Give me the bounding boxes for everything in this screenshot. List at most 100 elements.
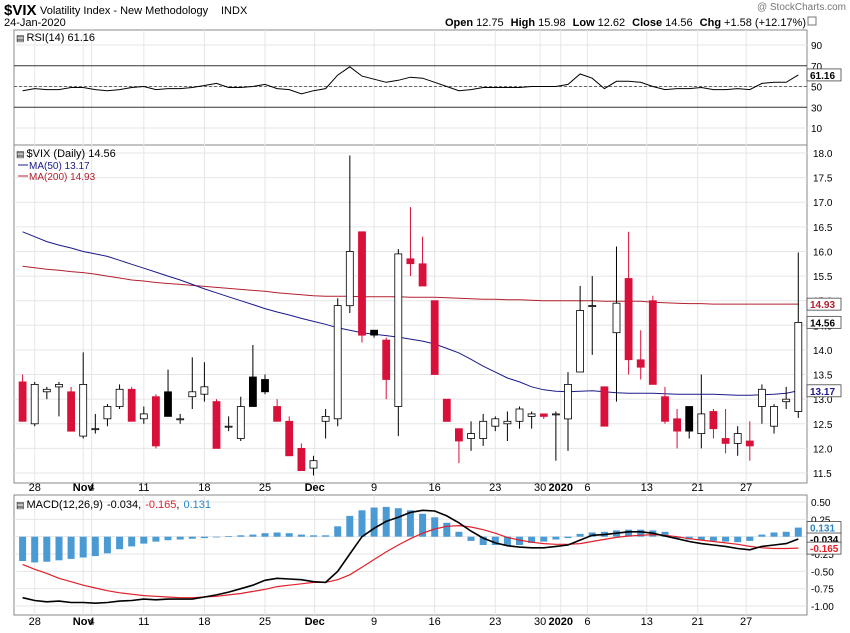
- candle-body: [370, 329, 379, 336]
- macd-hist-bar: [128, 536, 136, 547]
- candle-body: [564, 383, 572, 420]
- candle-body: [539, 413, 548, 417]
- price-tick-label: 11.5: [813, 469, 832, 480]
- rsi-layer: [22, 66, 799, 95]
- macd-hist-bar: [455, 531, 463, 537]
- candle-body: [758, 388, 766, 407]
- price-tick-label: 12.0: [813, 444, 833, 455]
- x-tick-label: 9: [371, 482, 377, 494]
- ma50-line: [22, 231, 799, 396]
- candle-body: [782, 398, 791, 403]
- candle-body: [188, 391, 197, 398]
- macd-hist-bar: [576, 533, 584, 537]
- macd-legend-icon: ▤: [16, 500, 25, 510]
- macd-hist-bar: [55, 536, 63, 561]
- candle-body: [442, 398, 451, 422]
- x-tick-label: 13: [641, 482, 653, 494]
- candle-body: [358, 231, 366, 336]
- x-tick-label: 2020: [548, 482, 572, 494]
- price-tick-label: 17.0: [813, 198, 833, 209]
- price-tick-label: 16.0: [813, 247, 833, 258]
- x-tick-label: 4: [89, 616, 95, 628]
- candle-body: [115, 388, 124, 407]
- macd-hist-bar: [152, 536, 160, 542]
- rsi-legend-icon: ▤: [16, 33, 25, 43]
- ma50-legend: MA(50) 13.17: [29, 161, 90, 172]
- close-value: 14.56: [665, 17, 693, 29]
- candle-body: [552, 413, 560, 416]
- macd-tick-label: -0.75: [811, 585, 834, 596]
- candle-body: [103, 406, 112, 420]
- price-legend: ▤ $VIX (Daily) 14.56: [16, 148, 116, 160]
- macd-hist-bar: [503, 536, 511, 546]
- candle-body: [770, 406, 778, 427]
- macd-signal-line: [22, 524, 799, 599]
- macd-legend-signal: -0.165: [145, 499, 176, 511]
- candle-body: [794, 321, 803, 412]
- macd-hist-bar: [273, 532, 281, 537]
- macd-hist-bar: [116, 536, 124, 550]
- x-tick-label: 6: [584, 616, 590, 628]
- candle-body: [491, 418, 500, 427]
- candle-body: [236, 406, 245, 439]
- price-legend-text: $VIX (Daily) 14.56: [27, 148, 116, 160]
- chg-value: +1.58 (+12.17%): [724, 17, 806, 29]
- exchange: INDX: [221, 5, 248, 17]
- macd-hist-bar: [443, 522, 451, 537]
- candle-body: [55, 383, 63, 388]
- macd-hist-bar: [746, 536, 754, 541]
- security-name: Volatility Index - New Methodology: [40, 5, 209, 17]
- rsi-legend: ▤ RSI(14) 61.16: [16, 32, 95, 44]
- macd-hist-bar: [91, 536, 99, 557]
- candle-body: [479, 420, 488, 439]
- candle-body: [721, 438, 730, 444]
- macd-hist-bar: [479, 536, 487, 545]
- macd-hist-bar: [431, 517, 439, 537]
- macd-hist-bar: [31, 536, 39, 563]
- candle-body: [164, 391, 172, 417]
- high-value: 15.98: [538, 17, 566, 29]
- macd-hist-bar: [528, 536, 536, 543]
- watermark: @ StockCharts.com: [757, 2, 846, 13]
- candle-body: [248, 376, 257, 407]
- candle-body: [79, 383, 88, 437]
- candle-body: [406, 258, 415, 265]
- price-panel: [13, 144, 808, 484]
- candle-body: [261, 379, 269, 393]
- price-legend-icon: ▤: [16, 149, 25, 159]
- macd-hist-bar: [140, 536, 148, 544]
- macd-hist-bar: [406, 510, 414, 537]
- macd-tick-label: 0.25: [811, 515, 831, 526]
- candle-body: [648, 300, 657, 385]
- macd-hist-bar: [552, 536, 560, 540]
- chg-label: Chg: [700, 17, 721, 29]
- axis-layer: 18.017.517.016.516.015.515.014.514.013.5…: [29, 41, 842, 628]
- candle-body: [297, 447, 306, 471]
- candle-body: [394, 253, 403, 407]
- candle-body: [200, 386, 209, 395]
- ma50-value-tag-text: 13.17: [810, 387, 835, 398]
- macd-hist-bar: [637, 529, 645, 537]
- candle-body: [697, 413, 706, 434]
- macd-hist-bar: [200, 536, 208, 539]
- macd-tick-label: -1.00: [811, 602, 834, 613]
- macd-hist-bar: [249, 534, 257, 537]
- candle-body: [733, 433, 742, 444]
- rsi-line: [22, 66, 799, 95]
- macd-hist-bar: [79, 536, 87, 558]
- x-tick-label: 9: [371, 616, 377, 628]
- price-tick-label: 15.5: [813, 272, 833, 283]
- macd-hist-bar: [285, 533, 293, 537]
- macd-hist-bar: [370, 507, 378, 537]
- ma50-value-tag: 13.17: [806, 384, 842, 398]
- macd-hist-bar: [310, 535, 317, 537]
- info-icon: [807, 16, 817, 26]
- close-value-tag-box: [806, 315, 842, 329]
- ma200-value-tag-box: [806, 297, 842, 311]
- rsi-tick-label: 10: [811, 124, 823, 135]
- rsi-tick-label: 90: [811, 41, 823, 52]
- macd-legend-hist: 0.131: [183, 499, 211, 511]
- high-label: High: [511, 17, 536, 29]
- macd-hist-bar: [237, 535, 245, 537]
- x-tick-label: 27: [740, 482, 752, 494]
